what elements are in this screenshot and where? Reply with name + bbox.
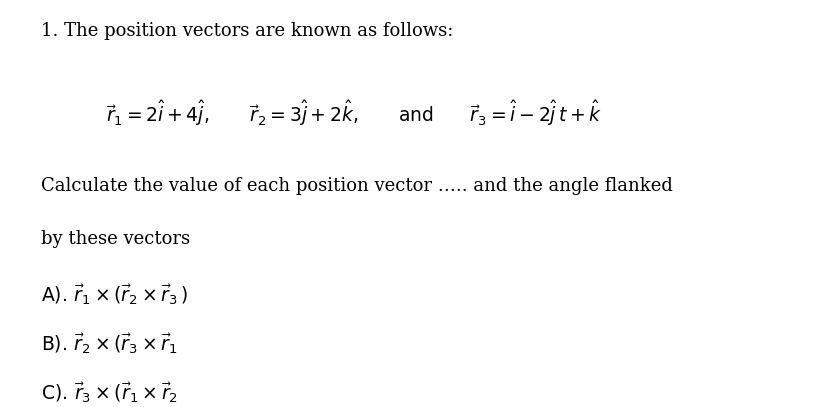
Text: Calculate the value of each position vector ….. and the angle flanked: Calculate the value of each position vec… — [41, 177, 672, 195]
Text: by these vectors: by these vectors — [41, 230, 190, 248]
Text: $\mathrm{B).}\, \vec{r}_2 \times (\vec{r}_3 \times \vec{r}_1$: $\mathrm{B).}\, \vec{r}_2 \times (\vec{r… — [41, 332, 178, 356]
Text: $\mathrm{A).}\, \vec{r}_1 \times (\vec{r}_2 \times \vec{r}_3\,)$: $\mathrm{A).}\, \vec{r}_1 \times (\vec{r… — [41, 283, 188, 307]
Text: $\mathrm{C).}\, \vec{r}_3 \times (\vec{r}_1 \times \vec{r}_2$: $\mathrm{C).}\, \vec{r}_3 \times (\vec{r… — [41, 381, 178, 405]
Text: $\vec{r}_1 = 2\hat{i} + 4\hat{j}, \quad\quad \vec{r}_2 = 3\hat{j} + 2\hat{k}, \q: $\vec{r}_1 = 2\hat{i} + 4\hat{j}, \quad\… — [106, 98, 602, 127]
Text: 1. The position vectors are known as follows:: 1. The position vectors are known as fol… — [41, 22, 453, 40]
